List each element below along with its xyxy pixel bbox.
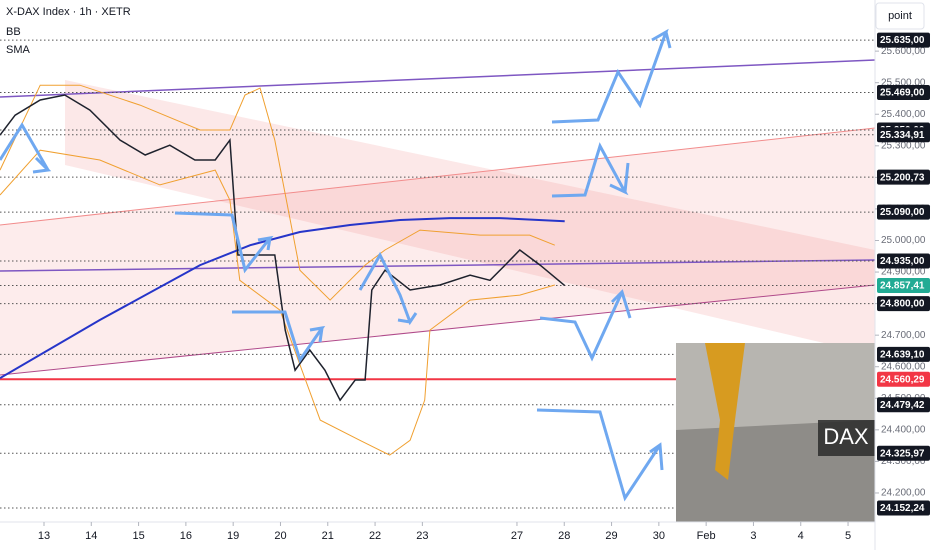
legend-entry: SMA — [6, 44, 31, 56]
x-tick-label: 16 — [180, 530, 192, 542]
trend-line — [0, 284, 876, 376]
y-tick-label: 24.300,00 — [881, 456, 926, 467]
arrow — [358, 251, 418, 326]
x-tick-label: 28 — [558, 530, 570, 542]
level-label: 25.200,73 — [880, 172, 925, 183]
y-tick-label: 24.200,00 — [881, 488, 926, 499]
level-label: 25.635,00 — [880, 35, 925, 46]
level-label: 24.800,00 — [880, 299, 925, 310]
level-label: 24.935,00 — [880, 256, 925, 267]
level-label: 25.090,00 — [880, 207, 925, 218]
x-tick-label: 13 — [38, 530, 50, 542]
level-box — [877, 169, 930, 185]
badge-text: DAX — [823, 424, 869, 449]
y-tick-label: 25.400,00 — [881, 109, 926, 120]
trend-line — [0, 59, 876, 98]
excavator — [705, 343, 745, 480]
x-tick-label: Feb — [697, 530, 716, 542]
arrow — [174, 211, 274, 274]
trend-line — [0, 127, 876, 226]
level-box — [877, 445, 930, 461]
level-label: 25.469,00 — [880, 88, 925, 99]
x-tick-label: 15 — [132, 530, 144, 542]
trend-line — [0, 259, 876, 272]
chart-title: X-DAX Index · 1h · XETR — [6, 6, 131, 18]
badge-box — [818, 420, 875, 456]
level-box — [877, 84, 930, 100]
arrow — [551, 28, 672, 124]
level-label: 24.560,29 — [880, 374, 925, 385]
x-tick-label: 4 — [798, 530, 804, 542]
channel-band — [0, 128, 875, 375]
y-tick-label: 24.400,00 — [881, 424, 926, 435]
y-tick-label: 25.600,00 — [881, 46, 926, 57]
level-label: 24.639,10 — [880, 350, 925, 361]
level-label: 24.325,97 — [880, 448, 925, 459]
level-label: 24.152,24 — [880, 503, 925, 514]
series — [0, 84, 566, 456]
level-box — [877, 204, 930, 220]
unit-button[interactable] — [875, 2, 925, 30]
arrow — [232, 310, 326, 364]
level-label: 24.479,42 — [880, 400, 925, 411]
arrow — [551, 142, 630, 198]
level-box — [877, 371, 930, 387]
x-tick-label: 20 — [274, 530, 286, 542]
y-tick-label: 25.000,00 — [881, 235, 926, 246]
axis: 25.600,00 25.500,00 25.400,00 25.300,00 25.2… — [38, 32, 930, 542]
unit-button-label[interactable]: point — [888, 10, 912, 22]
arrow — [536, 408, 664, 502]
level-box — [877, 296, 930, 312]
sma-line — [0, 217, 565, 379]
band-line — [0, 84, 555, 301]
price-line — [0, 94, 566, 402]
arrow — [0, 122, 52, 174]
y-tick-label: 25.500,00 — [881, 77, 926, 88]
legend-entry: BB — [6, 26, 21, 38]
level-label: 24.857,41 — [880, 281, 925, 292]
x-tick-label: 21 — [322, 530, 334, 542]
x-tick-label: 19 — [227, 530, 239, 542]
thumbnail: DAX — [676, 343, 875, 522]
x-tick-label: 27 — [511, 530, 523, 542]
y-tick-label: 24.600,00 — [881, 361, 926, 372]
level-box — [877, 32, 930, 48]
x-tick-label: 30 — [653, 530, 665, 542]
level-box — [877, 397, 930, 413]
level-label: 25.334,91 — [880, 130, 925, 141]
level-box — [877, 277, 930, 293]
y-tick-label: 24.900,00 — [881, 267, 926, 278]
arrows — [0, 28, 672, 502]
x-tick-label: 23 — [416, 530, 428, 542]
level-box — [877, 500, 930, 516]
level-box — [877, 346, 930, 362]
level-box — [877, 253, 930, 269]
x-tick-label: 14 — [85, 530, 97, 542]
x-tick-label: 29 — [605, 530, 617, 542]
x-tick-label: 22 — [369, 530, 381, 542]
x-tick-label: 3 — [750, 530, 756, 542]
y-tick-label: 24.700,00 — [881, 330, 926, 341]
arrow — [539, 289, 632, 362]
y-tick-label: 25.300,00 — [881, 140, 926, 151]
x-tick-label: 5 — [845, 530, 851, 542]
level-box — [877, 127, 930, 143]
band-line — [0, 149, 555, 456]
